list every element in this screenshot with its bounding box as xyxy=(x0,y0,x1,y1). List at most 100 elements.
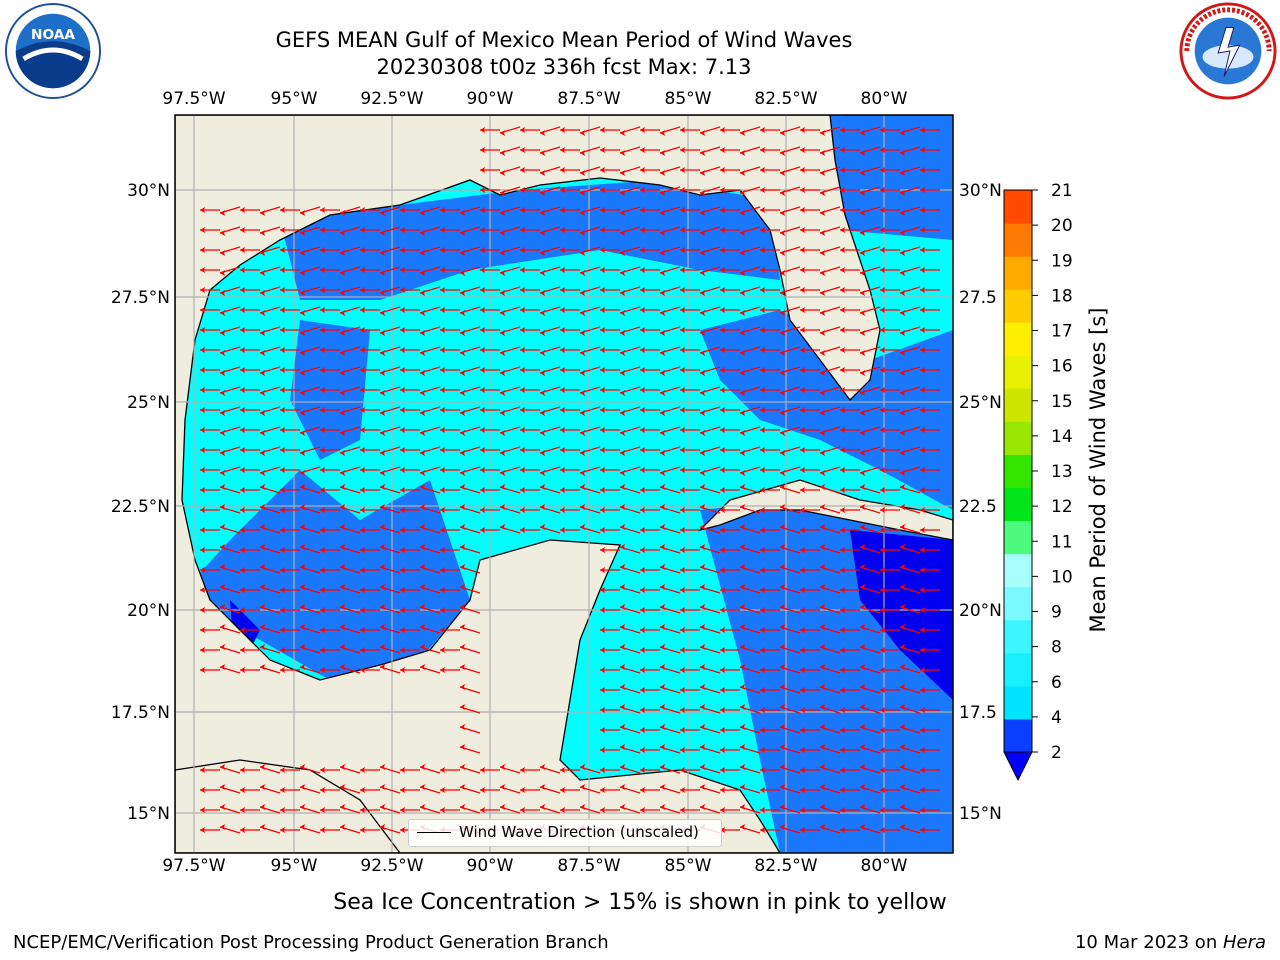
wind-arrow-head xyxy=(640,407,645,413)
colorbar-extend xyxy=(1003,751,1033,782)
wind-arrow-head xyxy=(420,764,425,770)
wind-arrow-head xyxy=(620,410,625,416)
wind-arrow-head xyxy=(920,747,925,753)
wind-arrow-head xyxy=(460,484,465,490)
wind-arrow-head xyxy=(900,764,905,770)
wind-arrow-head xyxy=(740,824,745,830)
wind-arrow-head xyxy=(580,484,585,490)
date-text: 10 Mar 2023 on xyxy=(1074,932,1223,953)
wind-arrow-head xyxy=(800,767,805,773)
wind-arrow-head xyxy=(300,624,305,630)
wind-arrow-head xyxy=(420,310,425,316)
colorbar-segment xyxy=(1004,586,1032,621)
wind-arrow-head xyxy=(880,347,885,353)
wind-arrow-head xyxy=(540,764,545,770)
wind-arrow-head xyxy=(640,447,645,453)
wind-arrow-head xyxy=(760,327,765,333)
wind-arrow-head xyxy=(260,330,265,336)
wind-arrow-head xyxy=(260,644,265,650)
wind-arrow-head xyxy=(780,150,785,156)
wind-arrow-head xyxy=(580,504,585,510)
wind-arrow-head xyxy=(720,587,725,593)
wind-arrow-head xyxy=(920,807,925,813)
wind-arrow-head xyxy=(880,227,885,233)
wind-arrow-head xyxy=(640,467,645,473)
wind-arrow-head xyxy=(600,747,605,753)
wind-arrow-head xyxy=(740,450,745,456)
wind-arrow-head xyxy=(480,507,485,513)
wind-arrow-head xyxy=(320,607,325,613)
wind-arrow-head xyxy=(700,724,705,730)
colorbar-tick: 20 xyxy=(1051,216,1073,236)
wind-arrow-head xyxy=(440,227,445,233)
wind-arrow-head xyxy=(600,287,605,293)
wind-arrow-head xyxy=(720,167,725,173)
lon-tick-bottom: 92.5°W xyxy=(360,856,423,876)
wind-arrow-head xyxy=(700,410,705,416)
wind-arrow-head xyxy=(800,247,805,253)
wind-arrow-head xyxy=(240,667,245,673)
wind-arrow-head xyxy=(360,307,365,313)
wind-arrow-head xyxy=(220,210,225,216)
wind-arrow-head xyxy=(300,784,305,790)
wind-arrow-head xyxy=(300,764,305,770)
wind-arrow-head xyxy=(260,524,265,530)
wind-arrow-head xyxy=(780,390,785,396)
wind-arrow-head xyxy=(400,787,405,793)
wind-arrow-head xyxy=(440,527,445,533)
wind-arrow-head xyxy=(240,447,245,453)
wind-arrow-head xyxy=(900,270,905,276)
wind-arrow-head xyxy=(700,350,705,356)
map-content xyxy=(175,115,953,853)
wind-arrow-head xyxy=(620,624,625,630)
wind-arrow-head xyxy=(800,727,805,733)
wind-arrow-head xyxy=(920,607,925,613)
wind-arrow-head xyxy=(900,130,905,136)
wind-arrow-head xyxy=(900,824,905,830)
wind-arrow-head xyxy=(420,430,425,436)
wind-arrow-head xyxy=(920,227,925,233)
wind-arrow-head xyxy=(280,547,285,553)
wind-arrow-head xyxy=(860,250,865,256)
wind-arrow-head xyxy=(520,527,525,533)
wind-arrow-head xyxy=(520,787,525,793)
wind-arrow-head xyxy=(860,230,865,236)
wind-arrow-head xyxy=(440,427,445,433)
wind-arrow-head xyxy=(540,310,545,316)
wind-arrow-head xyxy=(380,330,385,336)
wind-arrow-head xyxy=(620,484,625,490)
wind-arrow-head xyxy=(520,387,525,393)
period-band-2-4 xyxy=(700,310,953,510)
wind-arrow-head xyxy=(200,567,205,573)
wind-arrow-head xyxy=(660,784,665,790)
wind-arrow-head xyxy=(400,647,405,653)
wind-arrow-head xyxy=(640,427,645,433)
wind-arrow-head xyxy=(200,547,205,553)
wind-arrow-head xyxy=(900,484,905,490)
wind-arrow-head xyxy=(360,447,365,453)
wind-arrow-head xyxy=(740,270,745,276)
wind-arrow-head xyxy=(680,567,685,573)
wind-arrow-head xyxy=(880,807,885,813)
wind-arrow-head xyxy=(880,727,885,733)
wind-arrow-head xyxy=(720,527,725,533)
wind-arrow-head xyxy=(200,287,205,293)
wind-arrow-head xyxy=(920,827,925,833)
wind-arrow-head xyxy=(440,647,445,653)
wind-arrow-head xyxy=(520,467,525,473)
wind-arrow-head xyxy=(780,724,785,730)
wind-arrow-head xyxy=(920,787,925,793)
wind-arrow-head xyxy=(600,207,605,213)
wind-arrow-head xyxy=(720,607,725,613)
wind-arrow-head xyxy=(900,330,905,336)
lat-tick-right: 17.5 xyxy=(959,703,997,723)
wind-arrow-head xyxy=(300,544,305,550)
wind-arrow-head xyxy=(340,824,345,830)
lon-tick-top: 85°W xyxy=(665,89,712,109)
wind-arrow-head xyxy=(540,330,545,336)
wind-arrow-head xyxy=(720,127,725,133)
wind-arrow-head xyxy=(660,684,665,690)
period-band-2-4 xyxy=(830,115,953,240)
wind-arrow-head xyxy=(900,564,905,570)
wind-arrow-head xyxy=(820,664,825,670)
